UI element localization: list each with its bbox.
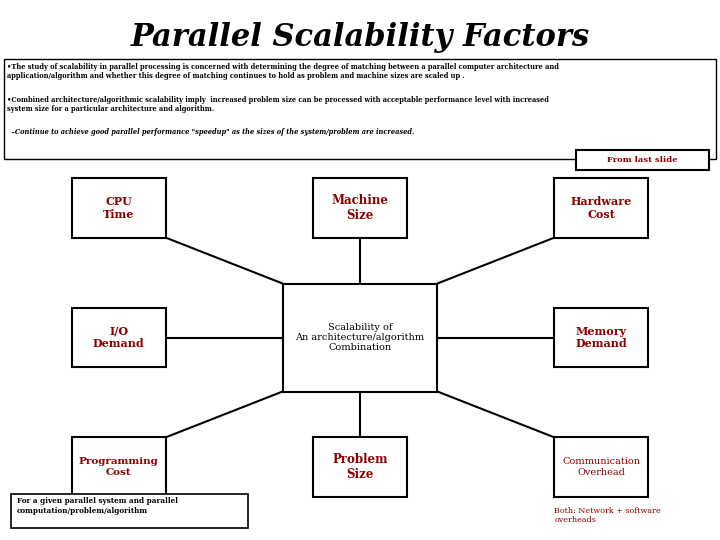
Text: Scalability of
An architecture/algorithm
Combination: Scalability of An architecture/algorithm… [295, 322, 425, 353]
Text: Parallel Scalability Factors: Parallel Scalability Factors [130, 22, 590, 52]
FancyBboxPatch shape [283, 284, 438, 392]
FancyBboxPatch shape [72, 178, 166, 238]
Text: Communication
Overhead: Communication Overhead [562, 457, 640, 477]
Text: I/O
Demand: I/O Demand [93, 326, 145, 349]
FancyBboxPatch shape [72, 308, 166, 367]
FancyBboxPatch shape [72, 437, 166, 497]
Text: Memory
Demand: Memory Demand [575, 326, 627, 349]
Text: –Continue to achieve good parallel performance "speedup" as the sizes of the sys: –Continue to achieve good parallel perfo… [7, 128, 415, 136]
Text: Both: Network + software
overheads: Both: Network + software overheads [554, 507, 661, 524]
FancyBboxPatch shape [313, 437, 407, 497]
Text: Hardware
Cost: Hardware Cost [570, 196, 632, 220]
FancyBboxPatch shape [11, 494, 248, 528]
Text: Machine
Size: Machine Size [331, 194, 389, 222]
FancyBboxPatch shape [554, 308, 648, 367]
Text: Programming
Cost: Programming Cost [79, 457, 158, 477]
FancyBboxPatch shape [313, 178, 407, 238]
FancyBboxPatch shape [576, 150, 709, 170]
Text: •The study of scalability in parallel processing is concerned with determining t: •The study of scalability in parallel pr… [7, 63, 559, 80]
Text: •Combined architecture/algorithmic scalability imply  increased problem size can: •Combined architecture/algorithmic scala… [7, 96, 549, 113]
FancyBboxPatch shape [4, 59, 716, 159]
FancyBboxPatch shape [554, 178, 648, 238]
FancyBboxPatch shape [554, 437, 648, 497]
Text: Problem
Size: Problem Size [332, 453, 388, 481]
Text: From last slide: From last slide [607, 156, 678, 164]
Text: For a given parallel system and parallel
computation/problem/algorithm: For a given parallel system and parallel… [17, 497, 178, 515]
Text: CPU
Time: CPU Time [103, 196, 135, 220]
